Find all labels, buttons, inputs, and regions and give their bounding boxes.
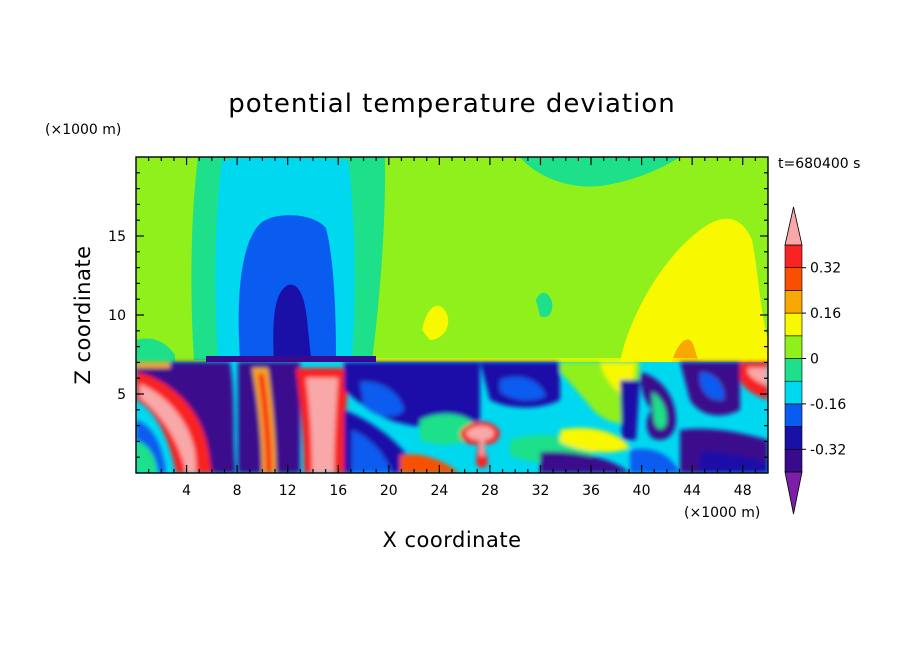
x-tick-label: 24	[430, 483, 448, 499]
heatmap-field	[136, 157, 768, 473]
colorbar-tick-label: -0.32	[810, 442, 846, 458]
x-tick-label: 8	[233, 483, 242, 499]
y-tick-label: 15	[108, 229, 126, 245]
x-tick-label: 12	[279, 483, 297, 499]
x-tick-label: 16	[329, 483, 347, 499]
x-tick-label: 40	[633, 483, 651, 499]
x-tick-label: 32	[532, 483, 550, 499]
colorbar-segment	[784, 335, 803, 359]
colorbar-tick-label: -0.16	[810, 397, 846, 413]
field-interface-line	[376, 358, 768, 362]
y-axis-label: Z coordinate	[71, 245, 95, 384]
y-ticks: 5 10 15	[108, 172, 768, 458]
colorbar-segment	[784, 403, 803, 427]
colorbar-segment	[784, 267, 803, 291]
field-interface-band	[206, 356, 376, 362]
colorbar-bottom-arrow	[784, 471, 803, 515]
colorbar-tick-label: 0.32	[810, 261, 841, 277]
colorbar-segment	[784, 358, 803, 382]
y-unit-label: (×1000 m)	[45, 122, 121, 138]
x-ticks: 4 8 12 16 20 24 28 32 36 40 44 48	[148, 157, 756, 499]
field-region-orange-spot	[672, 339, 700, 362]
colorbar-segment	[784, 244, 803, 269]
colorbar-segment	[784, 290, 803, 314]
field-region-left-edge	[136, 157, 175, 360]
colorbar-segment	[784, 426, 803, 450]
x-axis-label: X coordinate	[382, 528, 521, 552]
field-region-top-green	[520, 157, 680, 187]
field-region-left-green	[136, 338, 175, 362]
x-tick-label: 44	[683, 483, 701, 499]
y-tick-label: 5	[117, 387, 126, 403]
colorbar-tick-label: 0.16	[810, 306, 841, 322]
colorbar-segment	[784, 380, 803, 405]
field-region-yellow-spot	[422, 305, 449, 340]
colorbar-segment	[784, 312, 803, 337]
colorbar: -0.32 -0.16 0 0.16 0.32	[784, 206, 846, 515]
x-tick-label: 28	[481, 483, 499, 499]
colorbar-segment	[784, 448, 803, 473]
x-tick-label: 48	[734, 483, 752, 499]
colorbar-top-arrow	[784, 206, 803, 246]
time-label: t=680400 s	[778, 156, 860, 172]
field-region-green-spot	[536, 292, 553, 318]
field-boundary-turbulence	[136, 362, 768, 473]
y-tick-label: 10	[108, 308, 126, 324]
field-region-navy-core	[273, 284, 312, 360]
x-unit-label: (×1000 m)	[684, 505, 760, 521]
x-tick-label: 36	[582, 483, 600, 499]
chart-title: potential temperature deviation	[228, 89, 675, 119]
x-tick-label: 4	[182, 483, 191, 499]
colorbar-tick-label: 0	[810, 352, 819, 368]
x-tick-label: 20	[380, 483, 398, 499]
field-region-yellow-dome	[620, 218, 768, 362]
